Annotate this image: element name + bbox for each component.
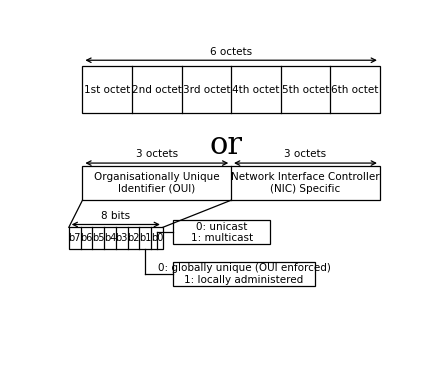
Text: 3 octets: 3 octets	[284, 150, 326, 160]
Text: 6 octets: 6 octets	[210, 46, 252, 56]
Text: b1: b1	[139, 233, 151, 243]
Text: 5th octet: 5th octet	[282, 85, 329, 95]
Text: 0: unicast
1: multicast: 0: unicast 1: multicast	[191, 221, 253, 243]
Text: b6: b6	[80, 233, 93, 243]
Text: 3rd octet: 3rd octet	[183, 85, 230, 95]
Text: or: or	[209, 131, 243, 161]
Text: 2nd octet: 2nd octet	[132, 85, 182, 95]
Text: b3: b3	[116, 233, 128, 243]
Text: 8 bits: 8 bits	[101, 211, 131, 221]
Bar	[173, 220, 270, 244]
Text: b7: b7	[68, 233, 81, 243]
Text: 6th octet: 6th octet	[331, 85, 379, 95]
Text: b4: b4	[104, 233, 116, 243]
Text: 0: globally unique (OUI enforced)
1: locally administered: 0: globally unique (OUI enforced) 1: loc…	[157, 263, 330, 285]
Bar	[82, 166, 380, 200]
Text: 3 octets: 3 octets	[136, 150, 178, 160]
Text: b2: b2	[127, 233, 140, 243]
Text: 4th octet: 4th octet	[232, 85, 280, 95]
Text: Network Interface Controller
(NIC) Specific: Network Interface Controller (NIC) Speci…	[231, 172, 380, 194]
Text: b0: b0	[151, 233, 163, 243]
Text: Organisationally Unique
Identifier (OUI): Organisationally Unique Identifier (OUI)	[94, 172, 220, 194]
Text: 1st octet: 1st octet	[84, 85, 131, 95]
Bar	[82, 66, 380, 113]
Text: b5: b5	[92, 233, 105, 243]
Bar	[173, 262, 315, 286]
Bar	[69, 227, 163, 249]
